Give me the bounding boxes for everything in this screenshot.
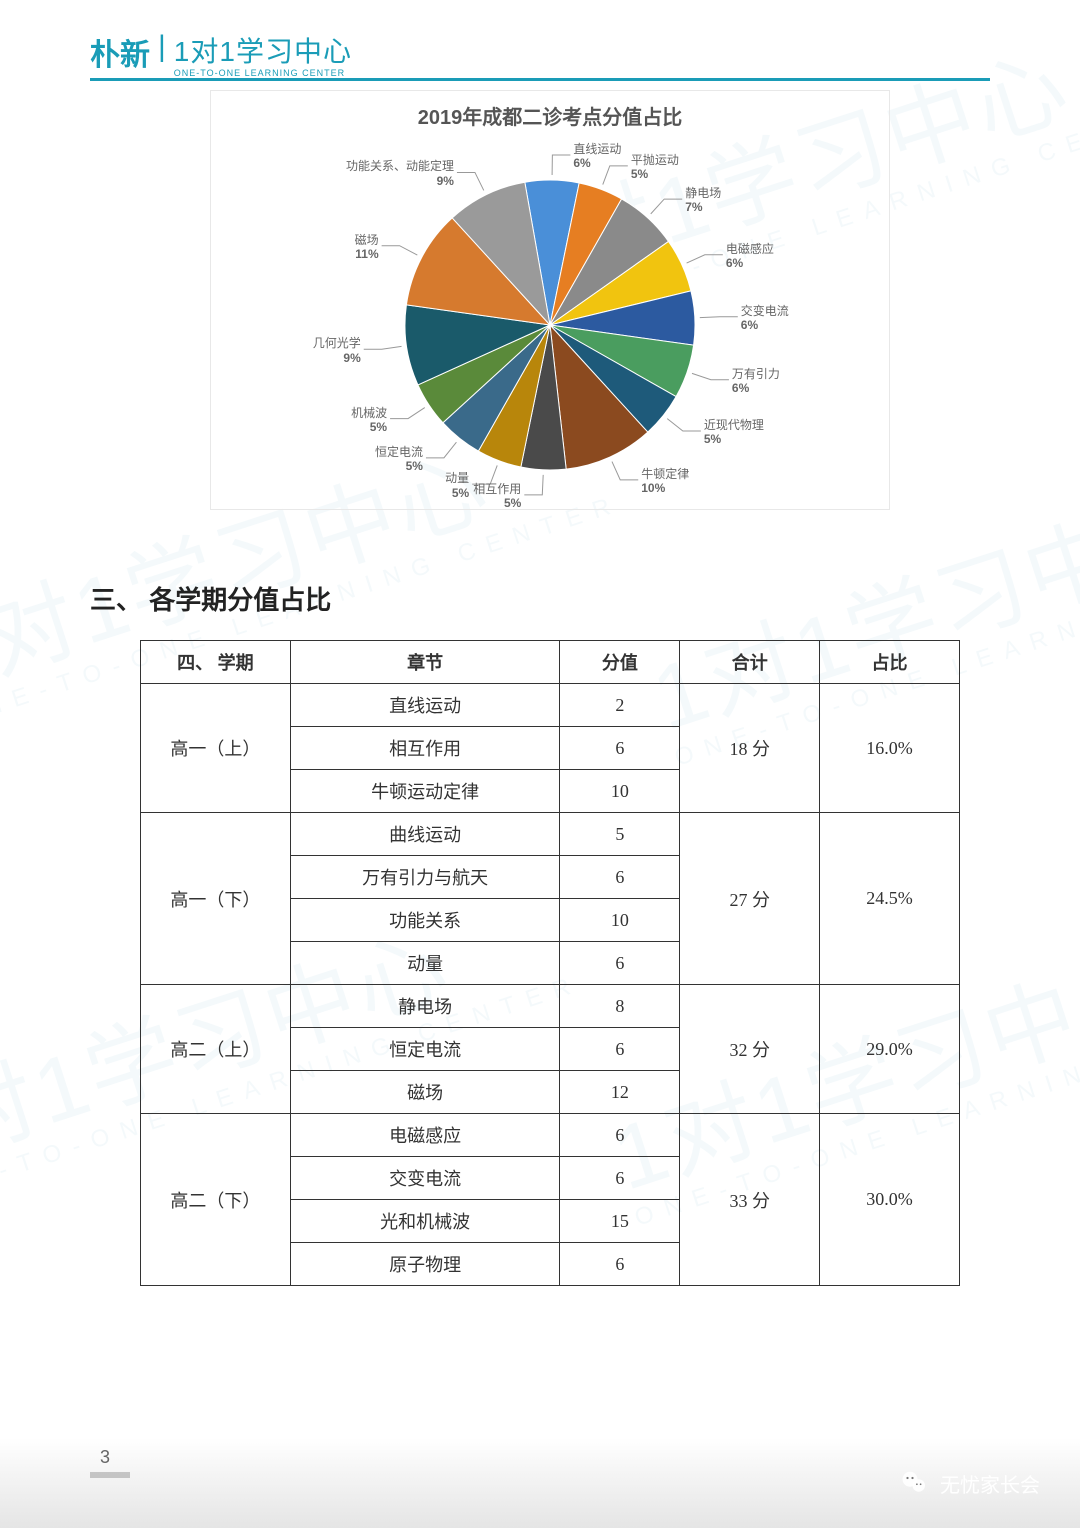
- cell-chapter: 动量: [290, 942, 560, 985]
- cell-total: 27 分: [680, 813, 820, 985]
- pie-slice-label: 几何光学9%: [313, 336, 361, 365]
- cell-chapter: 原子物理: [290, 1243, 560, 1286]
- cell-score: 15: [560, 1200, 680, 1243]
- pie-leader-line: [390, 408, 425, 419]
- cell-score: 6: [560, 1114, 680, 1157]
- pie-slice-label: 电磁感应6%: [726, 242, 774, 271]
- logo-subtitle-en: ONE-TO-ONE LEARNING CENTER: [174, 68, 352, 78]
- th-pct: 占比: [820, 641, 960, 684]
- cell-chapter: 光和机械波: [290, 1200, 560, 1243]
- wechat-icon: [900, 1468, 930, 1498]
- footer-source: 无忧家长会: [900, 1468, 1040, 1498]
- th-chapter: 章节: [290, 641, 560, 684]
- cell-score: 10: [560, 899, 680, 942]
- table-header-row: 四、 学期 章节 分值 合计 占比: [141, 641, 960, 684]
- th-total: 合计: [680, 641, 820, 684]
- cell-score: 12: [560, 1071, 680, 1114]
- cell-score: 6: [560, 1028, 680, 1071]
- cell-term: 高一（上）: [141, 684, 291, 813]
- cell-pct: 29.0%: [820, 985, 960, 1114]
- score-table: 四、 学期 章节 分值 合计 占比 高一（上）直线运动218 分16.0%相互作…: [140, 640, 960, 1286]
- cell-score: 6: [560, 1157, 680, 1200]
- cell-score: 2: [560, 684, 680, 727]
- pie-slice-label: 静电场7%: [685, 186, 721, 215]
- pie-chart: 直线运动6% 平抛运动5%静电场7%电磁感应6% 交变电流6% 万有引力6% 近现代物理…: [211, 130, 889, 510]
- cell-chapter: 直线运动: [290, 684, 560, 727]
- logo: 朴新 | 1对1学习中心 ONE-TO-ONE LEARNING CENTER: [90, 30, 352, 78]
- chart-title: 2019年成都二诊考点分值占比: [211, 101, 889, 130]
- logo-subtitle: 1对1学习中心: [174, 30, 352, 70]
- cell-score: 6: [560, 1243, 680, 1286]
- pie-leader-line: [667, 419, 701, 431]
- cell-score: 10: [560, 770, 680, 813]
- cell-score: 5: [560, 813, 680, 856]
- pie-leader-line: [692, 373, 729, 379]
- cell-chapter: 相互作用: [290, 727, 560, 770]
- pie-leader-line: [524, 475, 543, 495]
- logo-brand-cn: 朴新: [90, 30, 150, 74]
- pie-leader-line: [364, 346, 402, 349]
- cell-chapter: 万有引力与航天: [290, 856, 560, 899]
- pie-slice-label: 磁场11%: [355, 233, 379, 262]
- pie-slice-label: 平抛运动5%: [631, 153, 679, 182]
- cell-pct: 16.0%: [820, 684, 960, 813]
- table-row: 高一（下）曲线运动527 分24.5%: [141, 813, 960, 856]
- pie-leader-line: [651, 199, 682, 214]
- pie-leader-line: [612, 462, 638, 480]
- pie-slice-label: 交变电流6%: [741, 304, 789, 333]
- cell-chapter: 曲线运动: [290, 813, 560, 856]
- cell-chapter: 牛顿运动定律: [290, 770, 560, 813]
- cell-score: 8: [560, 985, 680, 1028]
- cell-pct: 24.5%: [820, 813, 960, 985]
- pie-slice-label: 恒定电流5%: [375, 445, 423, 474]
- table-row: 高二（上）静电场832 分29.0%: [141, 985, 960, 1028]
- pie-slice-label: 功能关系、动能定理9%: [346, 159, 454, 188]
- cell-score: 6: [560, 727, 680, 770]
- cell-term: 高二（上）: [141, 985, 291, 1114]
- table-row: 高一（上）直线运动218 分16.0%: [141, 684, 960, 727]
- th-term: 四、 学期: [141, 641, 291, 684]
- cell-score: 6: [560, 856, 680, 899]
- cell-pct: 30.0%: [820, 1114, 960, 1286]
- pie-slice-label: 牛顿定律10%: [641, 467, 689, 496]
- cell-chapter: 静电场: [290, 985, 560, 1028]
- pie-leader-line: [687, 255, 723, 263]
- pie-leader-line: [382, 246, 418, 255]
- cell-total: 18 分: [680, 684, 820, 813]
- cell-score: 6: [560, 942, 680, 985]
- cell-term: 高二（下）: [141, 1114, 291, 1286]
- page-header: 朴新 | 1对1学习中心 ONE-TO-ONE LEARNING CENTER: [90, 30, 352, 78]
- cell-term: 高一（下）: [141, 813, 291, 985]
- th-score: 分值: [560, 641, 680, 684]
- pie-slice-label: 直线运动6%: [573, 142, 621, 171]
- section-title: 三、 各学期分值占比: [90, 580, 331, 617]
- cell-total: 33 分: [680, 1114, 820, 1286]
- cell-total: 32 分: [680, 985, 820, 1114]
- pie-slice-label: 相互作用5%: [473, 482, 521, 511]
- pie-slice-label: 动量5%: [445, 471, 469, 500]
- footer-source-text: 无忧家长会: [940, 1469, 1040, 1498]
- pie-slice-label: 机械波5%: [351, 406, 387, 435]
- pie-leader-line: [552, 155, 570, 175]
- pie-chart-container: 2019年成都二诊考点分值占比 直线运动6% 平抛运动5%静电场7%电磁感应6% 交…: [210, 90, 890, 510]
- table-row: 高二（下）电磁感应633 分30.0%: [141, 1114, 960, 1157]
- pie-leader-line: [426, 442, 456, 458]
- cell-chapter: 恒定电流: [290, 1028, 560, 1071]
- document-page: 1对1学习中心 ONE-TO-ONE LEARNING CENTER 1对1学习…: [0, 0, 1080, 1528]
- pie-slice-label: 近现代物理5%: [704, 418, 764, 447]
- pie-leader-line: [457, 172, 484, 190]
- pie-leader-line: [700, 317, 738, 318]
- cell-chapter: 磁场: [290, 1071, 560, 1114]
- logo-divider: |: [158, 30, 166, 64]
- pie-slice-label: 万有引力6%: [732, 367, 780, 396]
- header-divider-line: [90, 78, 990, 81]
- cell-chapter: 功能关系: [290, 899, 560, 942]
- cell-chapter: 电磁感应: [290, 1114, 560, 1157]
- cell-chapter: 交变电流: [290, 1157, 560, 1200]
